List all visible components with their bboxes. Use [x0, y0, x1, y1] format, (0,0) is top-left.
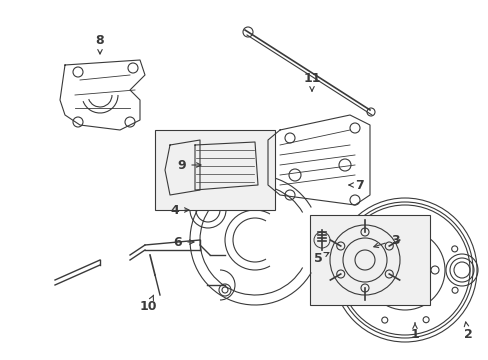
- Text: 6: 6: [173, 235, 194, 248]
- Text: 1: 1: [410, 323, 419, 342]
- Text: 4: 4: [170, 203, 188, 216]
- Text: 7: 7: [348, 179, 364, 192]
- Text: 11: 11: [303, 72, 320, 91]
- Bar: [309, 215, 429, 305]
- Text: 10: 10: [139, 295, 157, 314]
- Text: 8: 8: [96, 33, 104, 54]
- Bar: [155, 130, 274, 210]
- Text: 3: 3: [373, 234, 399, 248]
- Ellipse shape: [393, 262, 415, 278]
- Text: 2: 2: [463, 322, 471, 342]
- Text: 5: 5: [313, 252, 328, 265]
- Text: 9: 9: [177, 158, 201, 171]
